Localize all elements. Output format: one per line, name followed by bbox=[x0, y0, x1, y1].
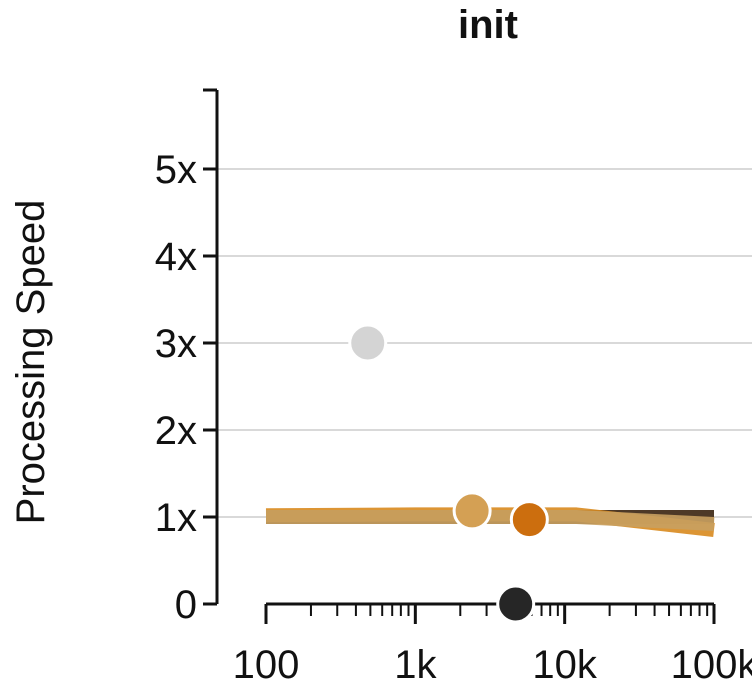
x-tick-label: 100 bbox=[233, 643, 300, 687]
chart-title: init bbox=[458, 3, 518, 47]
y-tick-label: 3x bbox=[155, 322, 197, 366]
data-point bbox=[496, 584, 536, 624]
data-point bbox=[348, 323, 388, 363]
grid bbox=[217, 168, 752, 518]
series-line bbox=[266, 510, 715, 531]
data-point bbox=[509, 500, 549, 540]
y-tick-label: 2x bbox=[155, 409, 197, 453]
y-tick-label: 1x bbox=[155, 496, 197, 540]
y-tick-label: 4x bbox=[155, 235, 197, 279]
data-points bbox=[348, 323, 549, 624]
y-tick-label: 5x bbox=[155, 148, 197, 192]
axes: 0 1x 2x 3x 4x 5x 100 1k 10k 100k bbox=[155, 88, 752, 687]
x-tick-label: 1k bbox=[394, 643, 437, 687]
x-tick-label: 100k bbox=[671, 643, 752, 687]
data-point bbox=[452, 491, 492, 531]
y-axis-label: Processing Speed bbox=[9, 200, 53, 525]
x-tick-label: 10k bbox=[532, 643, 597, 687]
series-lines bbox=[265, 507, 715, 537]
y-tick-label: 0 bbox=[175, 583, 197, 627]
